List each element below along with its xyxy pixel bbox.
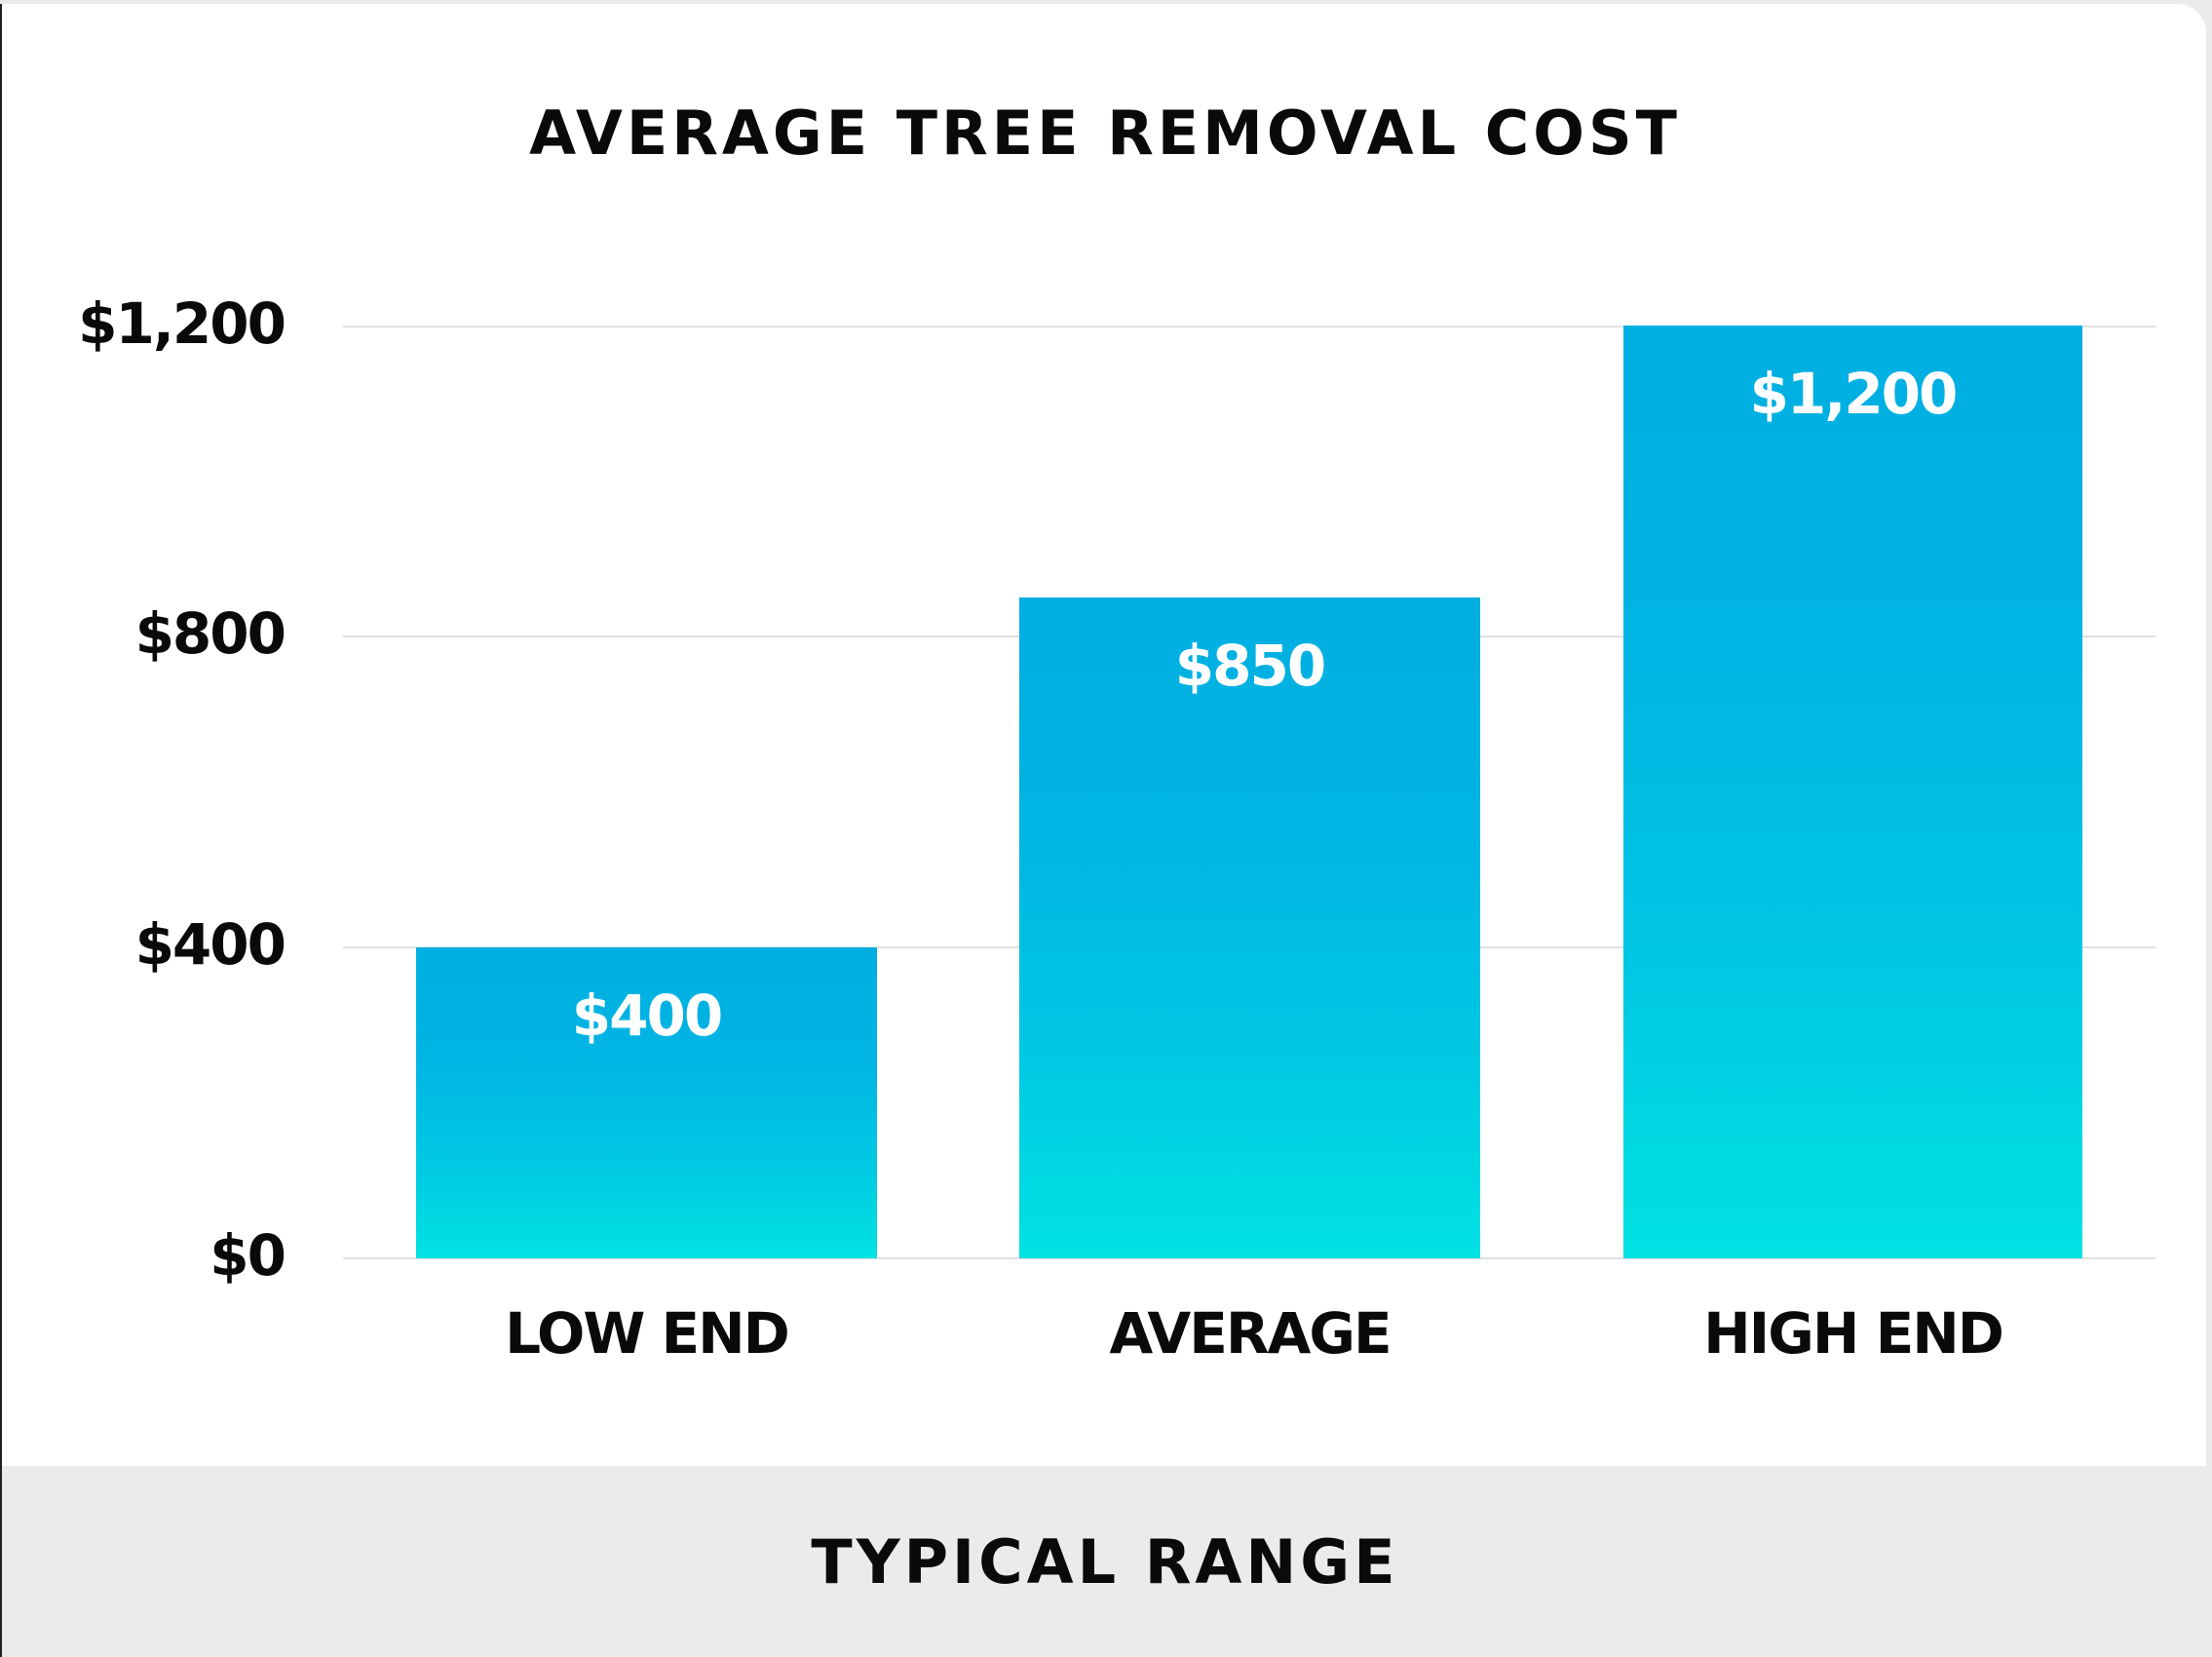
bar-value-label: $850 [1174, 633, 1326, 699]
chart-title: AVERAGE TREE REMOVAL COST [529, 97, 1681, 169]
y-tick-label: $800 [134, 600, 286, 667]
bar-value-label: $400 [571, 983, 723, 1049]
plot-area: $400 $850 $1,200 [343, 326, 2155, 1259]
bar-low-end: $400 [416, 947, 877, 1258]
x-tick-label-average: AVERAGE [1109, 1300, 1392, 1367]
gridline-0 [343, 1257, 2155, 1259]
bar-high-end: $1,200 [1623, 326, 2082, 1258]
gridline-1200 [343, 326, 2155, 328]
bar-value-label: $1,200 [1749, 361, 1959, 427]
footer-band: TYPICAL RANGE [2, 1466, 2206, 1657]
y-tick-label: $1,200 [78, 290, 286, 357]
x-tick-label-low-end: LOW END [505, 1300, 790, 1367]
y-tick-label: $400 [134, 911, 286, 978]
x-tick-label-high-end: HIGH END [1703, 1300, 2004, 1367]
y-tick-label: $0 [210, 1222, 286, 1289]
x-axis-title: TYPICAL RANGE [811, 1526, 1399, 1598]
bar-average: $850 [1019, 597, 1480, 1258]
chart-card: AVERAGE TREE REMOVAL COST $1,200 $800 $4… [0, 4, 2206, 1657]
